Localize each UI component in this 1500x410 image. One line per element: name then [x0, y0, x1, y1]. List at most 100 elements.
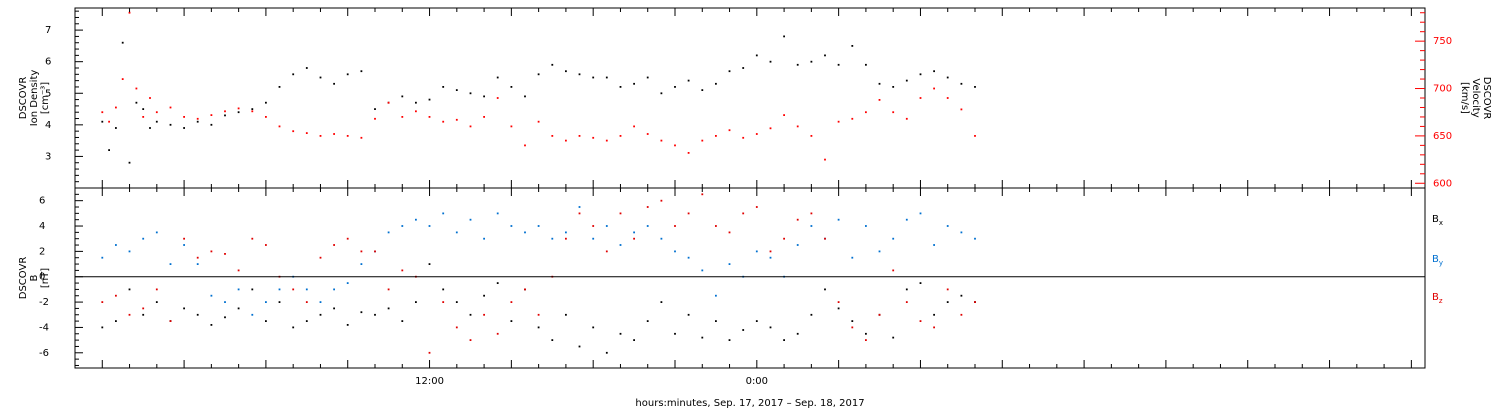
velocity-point	[305, 132, 308, 134]
velocity-point	[592, 136, 595, 139]
by-point	[974, 237, 976, 240]
velocity-point	[565, 139, 567, 142]
bz-point	[210, 250, 213, 253]
bz-point	[865, 339, 867, 341]
density-point	[551, 63, 554, 66]
velocity-point	[442, 120, 445, 123]
bz-point	[851, 326, 854, 329]
bz-point	[305, 301, 308, 303]
bx-point	[578, 345, 581, 348]
velocity-point	[605, 139, 608, 142]
velocity-axis-ticks: 600 650 700 750	[1415, 12, 1452, 189]
bx-point	[496, 282, 499, 284]
bx-point	[810, 313, 813, 316]
density-title-line3: [cm⁻³]	[40, 82, 51, 114]
time-axis-ticks: 12:00 0:00	[74, 8, 1412, 387]
time-axis-title: hours:minutes, Sep. 17, 2017 – Sep. 18, …	[635, 398, 864, 409]
density-point	[633, 82, 635, 85]
by-point	[565, 231, 567, 234]
bz-point	[224, 253, 226, 255]
bz-point	[605, 250, 608, 253]
by-point	[510, 225, 513, 227]
bx-point	[224, 316, 226, 319]
velocity-point	[346, 135, 349, 137]
bx-point	[183, 307, 185, 310]
density-point	[537, 73, 540, 76]
velocity-point	[237, 107, 240, 110]
by-point	[605, 225, 608, 227]
velocity-title-line3: [km/s]	[1459, 82, 1470, 114]
density-point	[742, 67, 745, 69]
by-point	[442, 212, 445, 215]
density-point	[415, 101, 417, 104]
by-point	[346, 282, 349, 284]
by-point	[619, 244, 622, 246]
by-point	[415, 218, 417, 221]
bz-point	[265, 244, 267, 246]
bz-point	[155, 288, 158, 291]
bz-point	[646, 206, 649, 208]
density-point	[660, 92, 663, 95]
by-point	[892, 237, 895, 240]
density-axis-title: DSCOVR Ion Density [cm⁻³]	[18, 70, 51, 127]
density-point	[115, 127, 117, 129]
velocity-point	[633, 125, 635, 128]
bx-point	[128, 288, 131, 291]
by-point	[837, 218, 840, 221]
bz-point	[905, 301, 908, 303]
bx-point	[933, 313, 935, 316]
velocity-point	[810, 135, 813, 137]
velocity-tick-label: 750	[1433, 36, 1452, 47]
density-point	[796, 63, 799, 66]
bz-point	[796, 218, 799, 221]
bz-point	[346, 237, 349, 240]
density-point	[974, 86, 976, 88]
density-point	[960, 82, 963, 85]
velocity-point	[401, 116, 404, 118]
by-point	[646, 225, 649, 227]
by-point	[360, 263, 363, 265]
bx-point	[333, 307, 335, 310]
density-point	[305, 67, 308, 69]
bz-point	[251, 237, 254, 240]
density-point	[442, 86, 445, 88]
velocity-point	[128, 11, 131, 14]
bz-point	[115, 294, 117, 297]
bx-point	[510, 320, 513, 322]
density-point	[496, 76, 499, 79]
bz-point	[633, 237, 635, 240]
density-point	[333, 82, 335, 85]
b-tick-label: 2	[39, 246, 45, 257]
velocity-point	[121, 78, 124, 80]
time-tick-label: 0:00	[746, 376, 768, 387]
bz-point	[483, 313, 485, 316]
bx-point	[415, 301, 417, 303]
bx-point	[796, 332, 799, 335]
bx-point	[946, 301, 949, 303]
velocity-point	[878, 99, 881, 101]
bz-point	[878, 313, 881, 316]
velocity-point	[483, 116, 485, 118]
by-point	[128, 250, 131, 253]
velocity-point	[660, 139, 663, 142]
velocity-point	[333, 133, 335, 135]
density-point	[865, 63, 867, 66]
velocity-point	[646, 133, 649, 135]
bx-point	[728, 339, 731, 341]
bz-point	[333, 244, 335, 246]
bz-point	[837, 301, 840, 303]
density-point	[810, 60, 813, 63]
density-point	[592, 76, 595, 79]
velocity-point	[933, 87, 935, 90]
density-point	[401, 95, 404, 98]
density-point	[892, 86, 895, 88]
by-point	[469, 218, 472, 221]
bx-point	[319, 313, 322, 316]
density-point	[469, 92, 472, 95]
density-point	[183, 127, 185, 129]
velocity-point	[278, 125, 281, 128]
density-tick-label: 7	[45, 25, 51, 36]
by-point	[333, 288, 335, 291]
density-point	[946, 76, 949, 79]
